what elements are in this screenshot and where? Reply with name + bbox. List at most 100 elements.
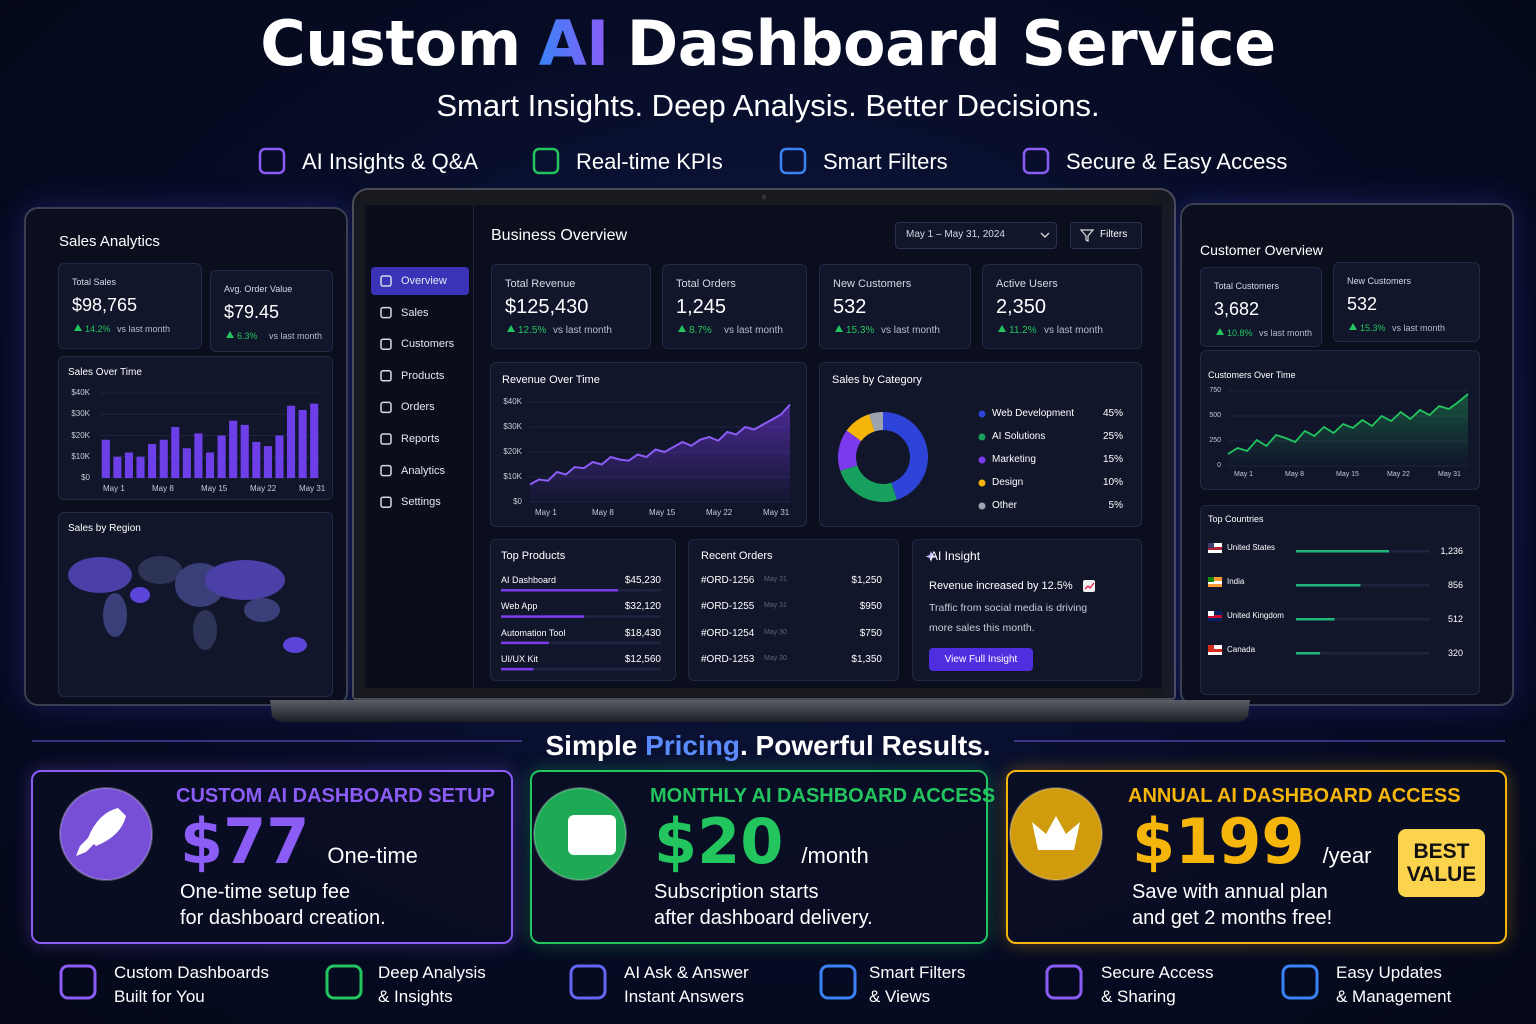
card-title: Top Products (501, 550, 566, 562)
chart-emoji (1083, 580, 1095, 592)
price-row: $199/year (1132, 806, 1372, 878)
feature-icon (779, 147, 807, 175)
map-shape (193, 610, 217, 650)
country-value: 856 (1447, 580, 1463, 590)
footer-line: & Insights (378, 987, 453, 1006)
kpi-card (210, 270, 333, 352)
y-tick-label: 500 (1209, 412, 1221, 419)
kpi-note: vs last month (553, 325, 612, 336)
insight-body: more sales this month. (929, 621, 1035, 634)
product-bar (501, 589, 618, 592)
nav-item[interactable]: Overview (401, 275, 447, 287)
up-arrow (678, 325, 686, 332)
chevron (1040, 232, 1050, 239)
plan-name: MONTHLY AI DASHBOARD ACCESS (650, 785, 996, 807)
x-tick-label: May 15 (201, 484, 228, 493)
area (1228, 394, 1468, 466)
kpi-change: 10.8% (1227, 328, 1253, 338)
track (501, 641, 661, 645)
donut-slice (838, 430, 862, 471)
flag-stripe (1208, 649, 1222, 652)
footer-line: Deep Analysis (378, 963, 486, 982)
bar (171, 427, 180, 478)
order-id: #ORD-1256 (701, 575, 755, 586)
kpi-change: 11.2% (1009, 325, 1037, 336)
order-amount: $1,250 (851, 575, 882, 586)
nav-item[interactable]: Products (401, 369, 445, 382)
chart-title: Sales by Category (832, 374, 922, 386)
kpi-card (58, 263, 202, 349)
kpi-label: Total Orders (676, 278, 736, 290)
nav-item[interactable]: Orders (401, 401, 435, 414)
footer-icon (325, 964, 363, 1000)
laptop-base (270, 700, 1250, 722)
plan-unit: /year (1322, 843, 1372, 868)
legend-dot (978, 502, 986, 510)
flag-accent (1208, 645, 1214, 650)
up-arrow (226, 331, 234, 338)
kpi-value: 532 (833, 296, 867, 318)
table-card (688, 539, 899, 681)
y-tick-label: $10K (503, 472, 522, 481)
legend-value: 15% (1102, 454, 1123, 465)
country-name: United States (1227, 543, 1276, 552)
chart-title: Customers Over Time (1208, 370, 1296, 380)
nav-item[interactable]: Reports (401, 433, 440, 445)
insight-button-label[interactable]: View Full Insight (944, 654, 1018, 665)
kpi-label: Total Sales (72, 277, 117, 287)
x-tick-label: May 8 (152, 484, 174, 493)
filters-button (1070, 222, 1142, 249)
order-id: #ORD-1253 (701, 653, 755, 665)
nav-item[interactable]: Analytics (401, 464, 446, 477)
plan-description: Subscription starts (654, 881, 819, 903)
title-highlight: AI (538, 7, 610, 80)
nav-icon (380, 306, 392, 319)
x-tick-label: May 1 (103, 484, 125, 493)
chart-title: Sales by Region (68, 523, 141, 534)
up-arrow (998, 325, 1006, 332)
insight-body: Traffic from social media is driving (929, 602, 1088, 614)
x-tick-label: May 31 (763, 508, 790, 517)
y-tick-label: 250 (1209, 437, 1221, 444)
nav-icon (380, 464, 392, 477)
calendar-icon (568, 815, 616, 855)
bar (113, 456, 122, 478)
country-value: 1,236 (1440, 546, 1463, 556)
product-name: Automation Tool (501, 627, 566, 638)
feature-icon (532, 147, 560, 175)
footer-icon (569, 964, 607, 1000)
pricing-title: Simple Pricing. Powerful Results. (0, 730, 1536, 762)
date-range[interactable]: May 1 – May 31, 2024 (906, 229, 1005, 240)
legend-dot (978, 456, 986, 464)
kpi-note: vs last month (1259, 328, 1313, 338)
bar (101, 439, 110, 478)
chart-title: Revenue Over Time (502, 374, 600, 386)
filters-label[interactable]: Filters (1100, 229, 1128, 240)
nav-active (371, 267, 469, 295)
plan-description: One-time setup fee (180, 881, 351, 903)
title-part: Dashboard Service (626, 7, 1276, 80)
kpi-value: 2,350 (996, 296, 1047, 318)
kpi-card (982, 264, 1142, 349)
order-id: #ORD-1255 (701, 601, 755, 613)
price-row: $20/month (654, 806, 869, 878)
feature-icon (1022, 147, 1050, 175)
product-bar (501, 615, 585, 618)
nav-item[interactable]: Customers (401, 338, 455, 351)
bar (263, 446, 272, 478)
nav-item[interactable]: Sales (401, 306, 429, 319)
product-bar (501, 667, 534, 671)
flag-stripe (1208, 581, 1222, 584)
map-shape (130, 587, 150, 603)
donut-slice (846, 414, 875, 442)
track (1296, 652, 1430, 655)
bar (252, 441, 261, 478)
nav-item[interactable]: Settings (401, 496, 441, 509)
rocket-icon (76, 808, 126, 856)
kpi-change: 8.7% (689, 325, 712, 336)
chart-title: Sales Over Time (68, 367, 142, 378)
line (529, 403, 791, 486)
track (501, 667, 661, 671)
footer-line: Secure Access (1101, 963, 1214, 982)
